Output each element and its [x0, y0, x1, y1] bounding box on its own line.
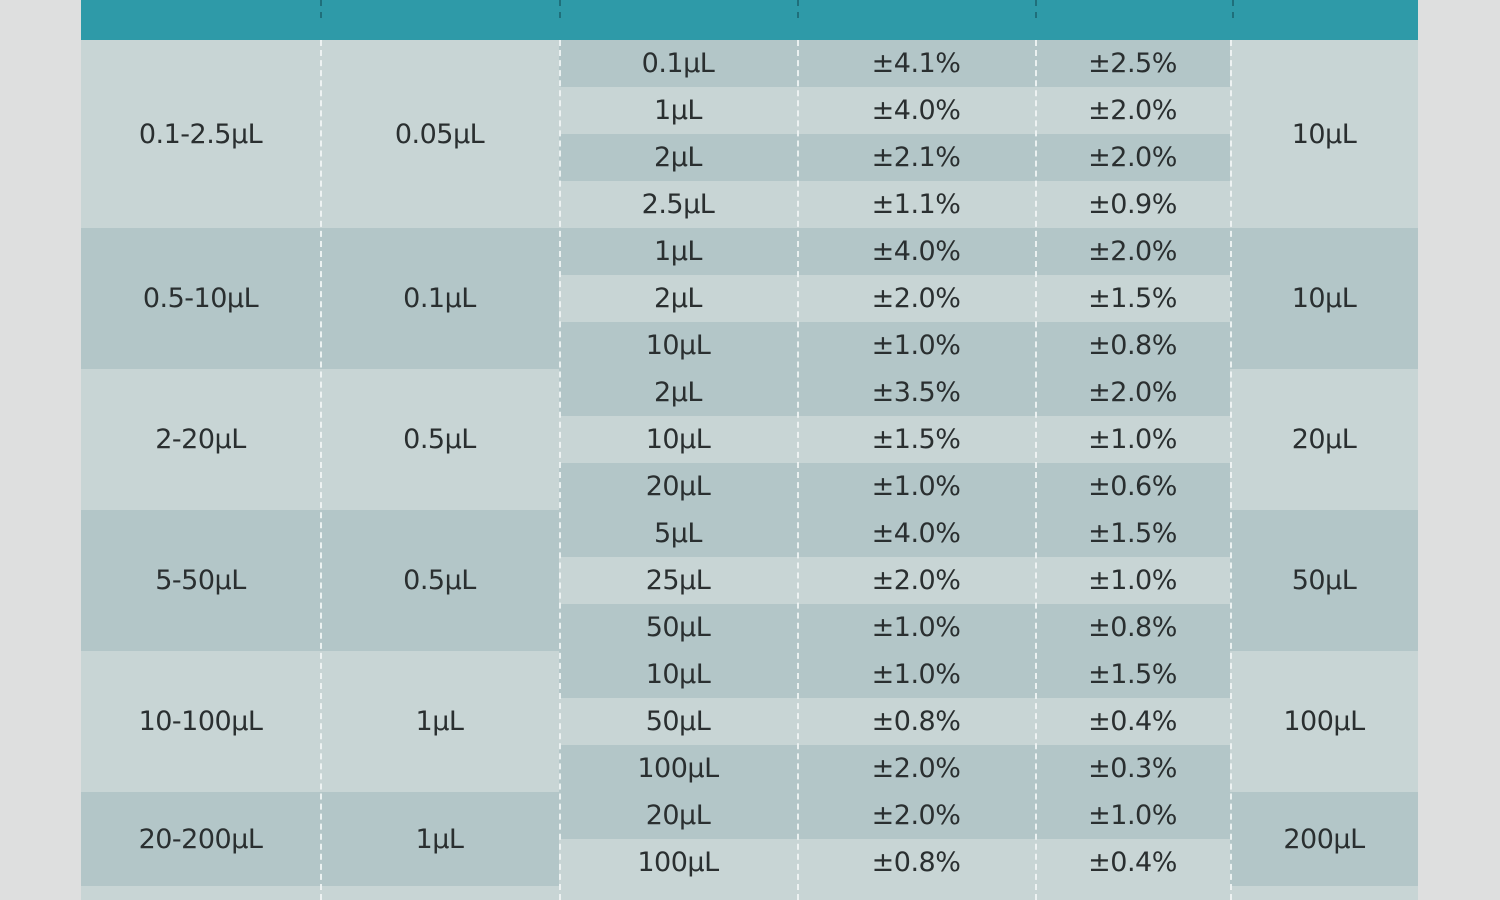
max-volume-cell: 10μL [1230, 228, 1418, 369]
test-volume-cell: 2μL [559, 134, 797, 181]
precision-cell: ±2.5% [1035, 40, 1230, 87]
range-cell: 10-100μL [81, 651, 320, 792]
accuracy-cell: ±1.1% [797, 181, 1035, 228]
header-divider [559, 0, 561, 18]
range-cell: 0.1-2.5μL [81, 40, 320, 228]
accuracy-cell: ±1.0% [797, 604, 1035, 651]
increment-cell: 0.1μL [320, 228, 559, 369]
range-cell: 2-20μL [81, 369, 320, 510]
test-volume-cell: 20μL [559, 792, 797, 839]
precision-cell: ±0.8% [1035, 604, 1230, 651]
accuracy-cell: ±2.0% [797, 275, 1035, 322]
test-volume-cell: 20μL [559, 463, 797, 510]
range-cell: 20-200μL [81, 792, 320, 886]
accuracy-cell: ±1.5% [797, 416, 1035, 463]
header-divider [1035, 0, 1037, 18]
increment-cell: 0.5μL [320, 510, 559, 651]
accuracy-cell: ±1.0% [797, 322, 1035, 369]
accuracy-cell: ±4.0% [797, 510, 1035, 557]
precision-cell: ±1.5% [1035, 275, 1230, 322]
range-cell: 0.5-10μL [81, 228, 320, 369]
accuracy-cell: ±3.5% [797, 369, 1035, 416]
test-volume-cell: 50μL [559, 604, 797, 651]
test-volume-cell: 2μL [559, 275, 797, 322]
header-divider [797, 0, 799, 18]
max-volume-cell: 200μL [1230, 792, 1418, 886]
increment-cell: 0.05μL [320, 40, 559, 228]
accuracy-cell: ±0.8% [797, 839, 1035, 886]
increment-cell: 0.5μL [320, 369, 559, 510]
column-divider [559, 40, 561, 900]
test-volume-cell: 100μL [559, 839, 797, 886]
test-volume-cell: 0.1μL [559, 40, 797, 87]
test-volume-cell: 1μL [559, 87, 797, 134]
max-volume-cell: 50μL [1230, 510, 1418, 651]
precision-cell: ±1.0% [1035, 792, 1230, 839]
test-volume-cell: 10μL [559, 416, 797, 463]
precision-cell: ±0.4% [1035, 698, 1230, 745]
test-volume-cell: 2μL [559, 369, 797, 416]
precision-cell: ±0.4% [1035, 839, 1230, 886]
header-divider [1232, 0, 1234, 18]
test-volume-cell: 1μL [559, 228, 797, 275]
accuracy-cell: ±0.8% [797, 698, 1035, 745]
test-volume-cell: 10μL [559, 322, 797, 369]
precision-cell: ±0.6% [1035, 463, 1230, 510]
table-header [81, 0, 1418, 40]
accuracy-cell: ±2.0% [797, 557, 1035, 604]
increment-cell: 1μL [320, 792, 559, 886]
precision-cell: ±2.0% [1035, 87, 1230, 134]
accuracy-cell: ±2.0% [797, 745, 1035, 792]
max-volume-cell: 10μL [1230, 40, 1418, 228]
test-volume-cell: 10μL [559, 651, 797, 698]
accuracy-cell: ±4.1% [797, 40, 1035, 87]
test-volume-cell: 5μL [559, 510, 797, 557]
precision-cell: ±0.8% [1035, 322, 1230, 369]
range-cell: 5-50μL [81, 510, 320, 651]
header-divider [320, 0, 322, 18]
precision-cell: ±1.5% [1035, 651, 1230, 698]
accuracy-cell: ±4.0% [797, 87, 1035, 134]
precision-cell: ±2.0% [1035, 369, 1230, 416]
precision-cell: ±1.0% [1035, 416, 1230, 463]
precision-cell: ±2.0% [1035, 134, 1230, 181]
column-divider [1035, 40, 1037, 900]
max-volume-cell: 100μL [1230, 651, 1418, 792]
accuracy-cell: ±2.0% [797, 792, 1035, 839]
accuracy-cell: ±1.0% [797, 463, 1035, 510]
max-volume-cell: 20μL [1230, 369, 1418, 510]
test-volume-cell: 2.5μL [559, 181, 797, 228]
accuracy-cell: ±4.0% [797, 228, 1035, 275]
test-volume-cell: 50μL [559, 698, 797, 745]
precision-cell: ±2.0% [1035, 228, 1230, 275]
column-divider [797, 40, 799, 900]
test-volume-cell: 25μL [559, 557, 797, 604]
precision-cell: ±1.0% [1035, 557, 1230, 604]
precision-cell: ±0.3% [1035, 745, 1230, 792]
precision-cell: ±0.9% [1035, 181, 1230, 228]
accuracy-cell: ±1.0% [797, 651, 1035, 698]
column-divider [320, 40, 322, 900]
accuracy-cell: ±2.1% [797, 134, 1035, 181]
precision-cell: ±1.5% [1035, 510, 1230, 557]
increment-cell: 1μL [320, 651, 559, 792]
spec-table: 0.1-2.5μL 0.05μL 10μL 0.1μL ±4.1% ±2.5% 1μL ±4.… [81, 0, 1418, 900]
column-divider [1230, 40, 1232, 900]
test-volume-cell: 100μL [559, 745, 797, 792]
